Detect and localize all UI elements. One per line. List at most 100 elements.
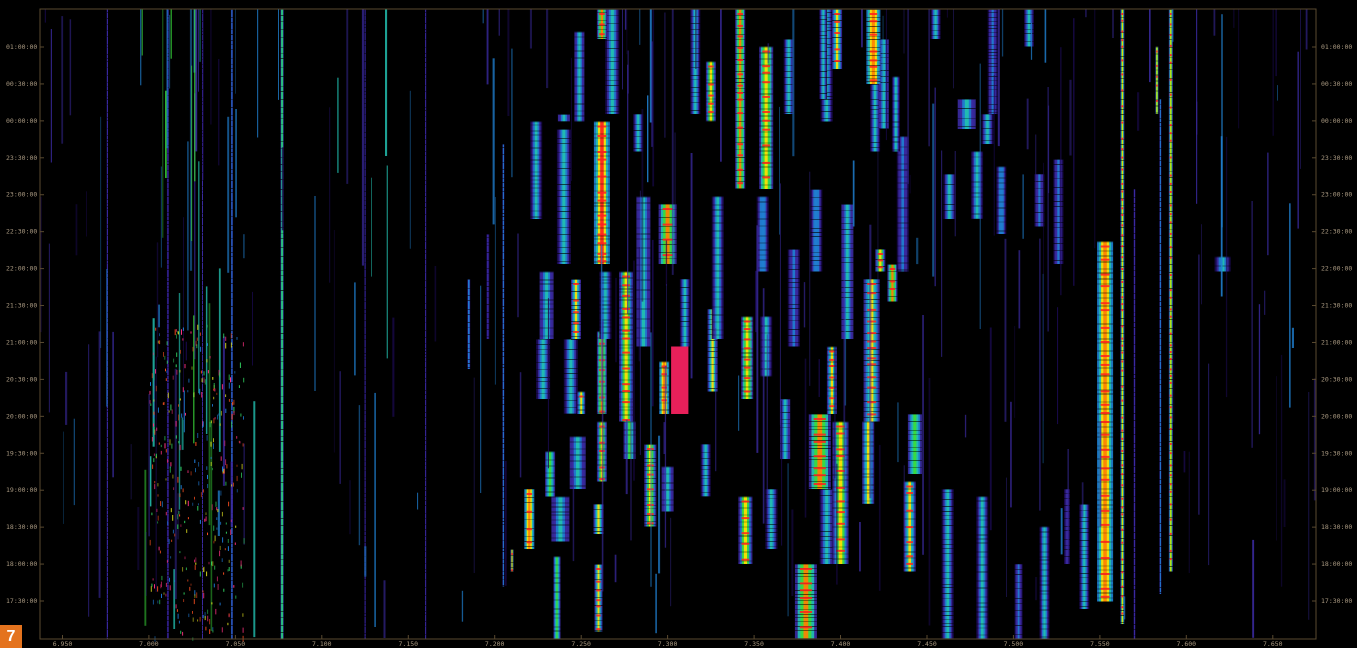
- noise-trace: [818, 359, 820, 397]
- noise-speckle: [172, 529, 174, 534]
- noise-speckle: [213, 583, 215, 588]
- signal-band: [1155, 46, 1159, 114]
- noise-speckle: [222, 537, 224, 543]
- noise-speckle: [211, 561, 212, 566]
- noise-speckle: [202, 567, 204, 572]
- noise-speckle: [228, 501, 230, 507]
- noise-trace: [1196, 101, 1198, 135]
- noise-trace: [1099, 421, 1102, 527]
- noise-speckle: [209, 619, 211, 625]
- noise-speckle: [213, 396, 215, 400]
- noise-speckle: [169, 577, 170, 582]
- signal-band: [502, 144, 505, 587]
- noise-trace: [61, 16, 64, 144]
- noise-trace: [1297, 51, 1299, 229]
- noise-trace: [738, 375, 740, 431]
- noise-speckle: [195, 562, 197, 565]
- noise-speckle: [153, 423, 154, 427]
- noise-trace: [473, 377, 475, 573]
- noise-trace: [1094, 9, 1096, 249]
- noise-trace: [762, 288, 765, 524]
- noise-speckle: [225, 531, 227, 534]
- noise-speckle: [154, 584, 155, 589]
- noise-trace: [1305, 9, 1308, 50]
- noise-speckle: [213, 438, 214, 443]
- noise-speckle: [231, 413, 233, 420]
- noise-trace: [639, 190, 641, 455]
- noise-trace: [715, 328, 717, 472]
- noise-trace: [130, 444, 132, 500]
- noise-trace: [1044, 9, 1047, 63]
- noise-speckle: [242, 507, 244, 510]
- noise-trace: [779, 106, 780, 235]
- noise-speckle: [194, 496, 195, 500]
- noise-trace: [903, 465, 905, 533]
- noise-speckle: [212, 630, 214, 633]
- noise-trace: [651, 41, 653, 147]
- noise-speckle: [185, 412, 186, 416]
- noise-speckle: [151, 373, 153, 379]
- signal-band: [735, 9, 746, 189]
- noise-speckle: [217, 584, 219, 590]
- noise-speckle: [169, 439, 171, 446]
- noise-trace: [639, 9, 641, 45]
- noise-speckle: [182, 631, 184, 636]
- noise-speckle: [187, 579, 189, 582]
- noise-trace: [40, 196, 42, 333]
- noise-speckle: [161, 501, 163, 508]
- signal-band: [826, 346, 837, 414]
- noise-trace: [253, 401, 256, 638]
- signal-band: [571, 279, 581, 340]
- noise-trace: [1039, 238, 1041, 511]
- noise-speckle: [182, 387, 184, 393]
- noise-speckle: [163, 352, 164, 357]
- noise-speckle: [164, 443, 166, 449]
- time-tick-label: 18:30:00: [1321, 523, 1352, 531]
- noise-speckle: [174, 329, 176, 336]
- time-tick-label: 21:00:00: [1321, 339, 1352, 347]
- noise-trace: [1276, 376, 1277, 541]
- noise-speckle: [183, 592, 185, 595]
- noise-trace: [154, 380, 155, 417]
- noise-speckle: [236, 436, 238, 439]
- noise-trace: [178, 293, 181, 510]
- time-tick-label: 21:00:00: [6, 339, 37, 347]
- noise-speckle: [192, 502, 194, 506]
- noise-speckle: [191, 366, 193, 370]
- noise-speckle: [225, 522, 227, 525]
- noise-speckle: [240, 564, 242, 569]
- noise-trace: [1047, 87, 1049, 332]
- noise-speckle: [214, 388, 216, 392]
- noise-speckle: [211, 504, 213, 511]
- noise-speckle: [213, 383, 215, 388]
- noise-speckle: [227, 546, 229, 551]
- signal-band: [644, 444, 657, 527]
- noise-trace: [767, 43, 770, 64]
- noise-speckle: [220, 521, 222, 525]
- signal-band: [976, 496, 989, 639]
- noise-trace: [144, 469, 147, 626]
- signal-band: [996, 166, 1007, 234]
- noise-speckle: [213, 540, 215, 544]
- signal-band: [563, 339, 578, 414]
- noise-trace: [941, 150, 943, 357]
- time-tick-label: 19:00:00: [1321, 486, 1352, 494]
- noise-speckle: [164, 436, 166, 441]
- noise-speckle: [154, 429, 156, 435]
- noise-trace: [922, 315, 924, 555]
- noise-speckle: [206, 324, 208, 328]
- noise-speckle: [165, 582, 167, 587]
- noise-trace: [198, 9, 199, 92]
- noise-speckle: [165, 449, 167, 453]
- noise-trace: [1006, 477, 1007, 597]
- noise-speckle: [174, 580, 176, 583]
- noise-speckle: [194, 459, 196, 463]
- signal-band: [530, 121, 543, 219]
- noise-trace: [928, 9, 930, 147]
- plot-frame: [39, 8, 1317, 640]
- noise-speckle: [228, 567, 230, 571]
- noise-speckle: [236, 475, 238, 482]
- noise-speckle: [165, 593, 167, 597]
- noise-speckle: [218, 369, 220, 376]
- noise-trace: [1313, 378, 1316, 501]
